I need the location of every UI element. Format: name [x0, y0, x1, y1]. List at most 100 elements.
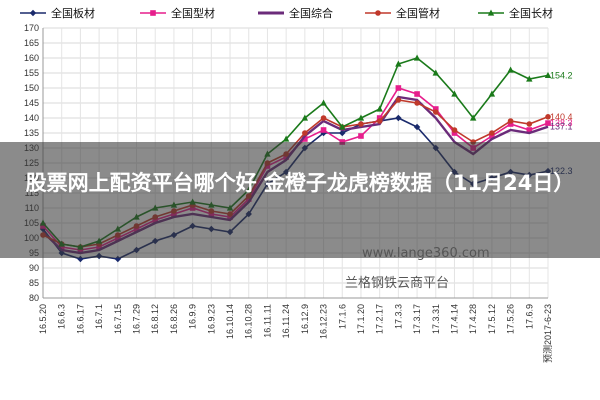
data-point: [358, 121, 364, 127]
data-point: [339, 123, 346, 130]
data-point: [488, 90, 496, 97]
legend-item: 全国板材: [20, 6, 95, 20]
legend-item: 全国综合: [258, 6, 333, 20]
x-tick-label: 17.6.9: [524, 304, 534, 329]
data-point: [376, 115, 383, 121]
data-point: [320, 99, 327, 106]
data-point: [469, 114, 477, 121]
x-tick-label: 16.10.14: [225, 304, 235, 339]
legend-item: 全国管材: [365, 6, 440, 20]
legend-marker: [375, 10, 381, 16]
x-tick-label: 17.3.31: [431, 304, 441, 334]
legend-label: 全国型材: [171, 6, 215, 20]
data-point: [302, 136, 308, 142]
watermark-url: www.lange360.com: [362, 246, 490, 261]
x-tick-label: 17.3.3: [393, 304, 403, 329]
legend-item: 全国型材: [140, 6, 215, 20]
legend-label: 全国管材: [396, 6, 440, 20]
data-point: [358, 133, 364, 139]
y-tick-label: 135: [24, 128, 39, 138]
legend-label: 全国长材: [509, 6, 553, 20]
data-point: [545, 114, 551, 120]
data-point: [526, 121, 533, 127]
x-tick-label: 16.12.23: [319, 304, 329, 339]
data-point: [114, 255, 122, 263]
x-tick-label: 16.12.9: [300, 304, 310, 334]
x-tick-label: 17.1.20: [356, 304, 366, 334]
y-tick-label: 90: [29, 263, 39, 273]
data-point: [432, 69, 439, 76]
data-point: [395, 114, 402, 122]
end-value-label: 154.2: [550, 70, 573, 80]
data-point: [77, 255, 84, 263]
legend-item: 全国长材: [478, 6, 553, 20]
x-tick-label: 17.4.28: [468, 304, 478, 334]
x-tick-label: 16.8.12: [150, 304, 160, 334]
headline-text: 股票网上配资平台哪个好 金橙子龙虎榜数据（11月24日）: [25, 171, 575, 195]
x-tick-label: 16.6.17: [75, 304, 85, 334]
data-point: [339, 129, 346, 137]
x-tick-label: 16.10.28: [244, 304, 254, 339]
y-tick-label: 150: [24, 83, 39, 93]
data-point: [376, 118, 383, 124]
x-tick-label: 17.5.12: [487, 304, 497, 334]
data-point: [451, 130, 458, 136]
x-tick-label: 16.6.3: [57, 304, 67, 329]
data-point: [507, 66, 514, 73]
data-point: [376, 105, 383, 112]
data-point: [432, 106, 439, 112]
end-value-label: 138.3: [550, 118, 573, 128]
y-tick-label: 140: [24, 113, 39, 123]
data-point: [413, 123, 421, 131]
x-tick-label: 16.11.11: [262, 304, 272, 338]
data-point: [507, 121, 514, 127]
data-point: [451, 90, 458, 97]
x-tick-label: 17.3.17: [412, 304, 422, 334]
data-point: [395, 60, 402, 67]
data-point: [301, 114, 309, 121]
x-tick-label: 16.8.26: [169, 304, 179, 334]
data-point: [302, 130, 308, 136]
legend-marker: [487, 9, 495, 16]
data-point: [395, 97, 402, 103]
legend-label: 全国综合: [289, 6, 333, 20]
headline-banner: [0, 142, 600, 258]
x-tick-label: 17.1.6: [337, 304, 347, 329]
x-tick-label: 16.9.9: [188, 304, 198, 329]
y-tick-label: 145: [24, 98, 39, 108]
data-point: [526, 127, 533, 133]
data-point: [507, 118, 514, 124]
legend-marker: [29, 9, 37, 17]
data-point: [413, 54, 421, 61]
y-tick-label: 165: [24, 38, 39, 48]
end-value-label: 140.4: [550, 112, 573, 122]
x-tick-label: 17.5.26: [506, 304, 516, 334]
y-tick-label: 160: [24, 53, 39, 63]
data-point: [320, 127, 327, 133]
data-point: [395, 85, 402, 91]
y-tick-label: 155: [24, 68, 39, 78]
y-tick-label: 85: [29, 278, 39, 288]
x-tick-label: 17.4.14: [449, 304, 459, 334]
x-tick-label: 16.9.23: [206, 304, 216, 334]
legend-label: 全国板材: [51, 6, 95, 20]
data-point: [451, 127, 458, 133]
x-tick-label: 16.7.1: [94, 304, 104, 329]
data-point: [544, 71, 552, 78]
x-tick-label: 16.11.24: [281, 304, 291, 338]
data-point: [357, 114, 365, 121]
y-tick-label: 170: [24, 23, 39, 33]
y-tick-label: 80: [29, 293, 39, 303]
x-tick-label: 16.7.29: [132, 304, 142, 334]
x-tick-label: 16.5.20: [38, 304, 48, 334]
end-value-label: 137.1: [550, 122, 573, 132]
x-tick-label: 预测2017-6-23: [543, 304, 553, 363]
data-point: [526, 75, 533, 82]
data-point: [545, 120, 551, 126]
x-tick-label: 16.7.15: [113, 304, 123, 334]
x-tick-label: 17.2.17: [375, 304, 385, 334]
data-point: [489, 130, 495, 136]
data-point: [320, 115, 327, 121]
data-point: [414, 100, 420, 106]
